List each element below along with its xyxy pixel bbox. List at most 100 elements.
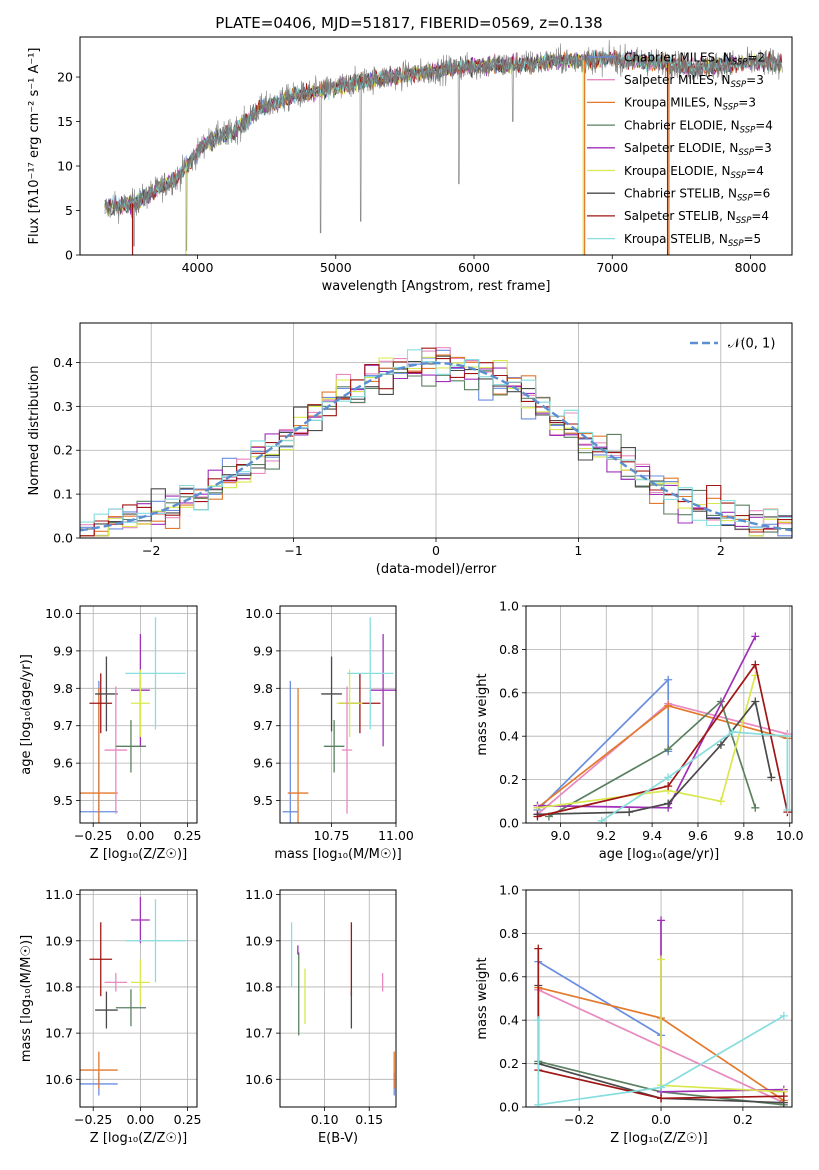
y-axis-label: mass [log₁₀(M/M☉)]: [19, 935, 34, 1062]
errorbar-point: [115, 989, 147, 1027]
x-axis-label: E(B-V): [318, 1131, 358, 1146]
y-tick-label: 9.8: [53, 681, 73, 696]
axes-frame: [279, 889, 397, 1108]
errorbar-point: [89, 673, 113, 734]
errorbar-point: [130, 669, 150, 737]
x-axis-label: Z [log₁₀(Z/Z☉)]: [90, 847, 187, 862]
weight-marker: [728, 727, 737, 736]
weight-line: [537, 662, 789, 818]
weight-vs-age-panel: 9.0 9.2 9.4 9.6 9.8 10.0 0.0 0.2 0.4 0.6 0.8 1.0 age…: [475, 599, 804, 863]
errorbar-point: [287, 688, 309, 823]
y-tick-label: 10.6: [45, 1072, 73, 1087]
x-tick-label: 0.00: [126, 828, 154, 843]
x-tick-label: 0.10: [311, 1112, 339, 1127]
weight-marker: [751, 697, 760, 706]
weight-marker: [783, 805, 792, 814]
legend-label: Salpeter MILES, NSSP=3: [624, 73, 764, 90]
axes-frame: [79, 605, 198, 824]
weight-marker: [657, 1083, 666, 1092]
x-axis-label: Z [log₁₀(Z/Z☉)]: [90, 1131, 187, 1146]
y-tick-label: 10.6: [245, 1072, 273, 1087]
x-tick-label: 2: [717, 543, 725, 558]
y-tick-label: 15: [57, 114, 73, 129]
x-tick-label: 9.0: [550, 828, 570, 843]
y-tick-label: 0.3: [53, 399, 73, 414]
weight-line: [537, 948, 784, 1100]
errorbar-point: [336, 669, 363, 737]
weight-marker: [767, 773, 776, 782]
weight-marker: [534, 944, 543, 953]
axes-frame: [79, 322, 793, 539]
x-tick-label: −1: [284, 543, 302, 558]
x-axis-label: (data-model)/error: [376, 562, 497, 577]
y-tick-label: 0.2: [499, 772, 519, 787]
mass-vs-EBV-plot-area: [290, 922, 395, 1096]
axes-frame: [525, 605, 793, 824]
weight-marker: [664, 701, 673, 710]
x-tick-label: −0.25: [74, 828, 112, 843]
normal-curve: [80, 361, 792, 532]
y-axis-label: mass weight: [475, 957, 490, 1039]
weight-marker: [779, 1092, 788, 1101]
y-tick-label: 0: [65, 248, 73, 263]
legend: Chabrier MILES, NSSP=2 Salpeter MILES, NS…: [587, 50, 773, 249]
weight-marker: [657, 1094, 666, 1103]
y-axis-label: age [log₁₀(age/yr)]: [19, 654, 34, 775]
y-tick-label: 0.2: [499, 1056, 519, 1071]
y-tick-label: 20: [57, 70, 73, 85]
y-tick-label: 10.7: [245, 1026, 273, 1041]
x-tick-label: 7000: [596, 260, 628, 275]
age-vs-mass-plot-area: [282, 617, 396, 823]
x-tick-label: −0.2: [564, 1112, 594, 1127]
y-tick-label: 9.7: [253, 718, 273, 733]
y-tick-label: 11.0: [245, 887, 273, 902]
errorbar-point: [347, 617, 394, 730]
x-tick-label: 8000: [735, 260, 767, 275]
weight-line: [660, 920, 784, 1093]
errorbar-point: [80, 1051, 118, 1089]
weight-marker: [657, 955, 666, 964]
x-axis-label: wavelength [Angstrom, rest frame]: [322, 279, 551, 294]
histogram-step: [80, 349, 792, 529]
y-axis-label: mass weight: [475, 673, 490, 755]
x-tick-label: 0.15: [355, 1112, 383, 1127]
errorbar-point: [104, 973, 128, 992]
x-tick-label: 0.00: [126, 1112, 154, 1127]
x-axis-label: age [log₁₀(age/yr)]: [599, 847, 720, 862]
weight-line: [548, 699, 757, 818]
y-tick-label: 9.7: [53, 718, 73, 733]
errorbar-point: [89, 922, 113, 997]
y-tick-label: 10.7: [45, 1026, 73, 1041]
mass-vs-EBV-panel: 0.10 0.15 10.6 10.7 10.8 10.9 11.0 E(B-V): [245, 887, 397, 1146]
axes-frame: [525, 889, 793, 1108]
residuals-panel: −2 −1 0 1 2 0.0 0.1 0.2 0.3 0.4 (data-model)/error…: [27, 322, 793, 577]
errorbar-point: [115, 720, 147, 773]
weight-line: [537, 1015, 785, 1106]
weight-marker: [534, 1016, 543, 1025]
axes-frame: [79, 889, 198, 1108]
weight-line: [537, 675, 757, 809]
weight-vs-Z-plot-area: [534, 916, 788, 1107]
y-tick-label: 0.4: [53, 355, 73, 370]
axes-frame: [79, 36, 793, 256]
x-axis-label: mass [log₁₀(M/M☉)]: [274, 847, 401, 862]
weight-vs-age-plot-area: [533, 632, 792, 823]
legend-label: Chabrier ELODIE, NSSP=4: [624, 118, 773, 135]
y-tick-label: 10: [57, 159, 73, 174]
y-tick-label: 0.8: [499, 642, 519, 657]
legend-label: Kroupa MILES, NSSP=3: [624, 96, 756, 113]
errorbar-point: [130, 896, 150, 944]
x-tick-label: 4000: [182, 260, 214, 275]
y-tick-label: 10.9: [45, 933, 73, 948]
y-tick-label: 0.6: [499, 969, 519, 984]
spectrum-plot-area: [104, 39, 783, 255]
y-tick-label: 10.0: [45, 606, 73, 621]
weight-marker: [783, 732, 792, 741]
y-axis-label: Flux [fλ10⁻¹⁷ erg cm⁻² s⁻¹ A⁻¹]: [27, 48, 42, 245]
mass-vs-Z-plot-area: [80, 896, 186, 1096]
errorbar-point: [125, 899, 186, 983]
x-tick-label: −2: [142, 543, 160, 558]
weight-marker: [664, 745, 673, 754]
legend-label: Salpeter ELODIE, NSSP=3: [624, 141, 772, 158]
